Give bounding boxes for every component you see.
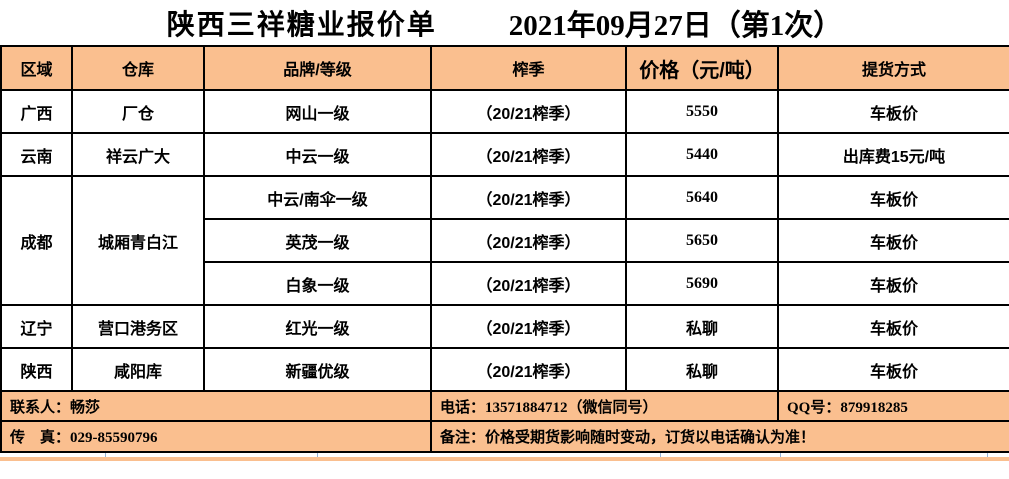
sheet-title: 陕西三祥糖业报价单: [166, 8, 437, 40]
contact-phone: 电话：13571884712（微信同号）: [430, 390, 779, 422]
cell-region: 云南: [0, 132, 73, 177]
cell-brand: 英茂一级: [203, 218, 432, 263]
footer-fax-row: 传 真：029-85590796 备注：价格受期货影响随时变动，订货以电话确认为…: [0, 420, 1009, 453]
grid-tick: [660, 453, 661, 457]
grid-tick: [105, 453, 106, 457]
cell-warehouse: 营口港务区: [71, 304, 205, 349]
cell-price: 私聊: [625, 347, 779, 392]
table-row: 成都 城厢青白江 中云/南伞一级 （20/21榨季） 5640 车板价: [0, 175, 1009, 306]
footer-contact-row: 联系人：畅莎 电话：13571884712（微信同号） QQ号：87991828…: [0, 390, 1009, 422]
cell-delivery: 车板价: [777, 89, 1009, 134]
header-brand: 品牌/等级: [203, 45, 432, 91]
grid-tick: [780, 453, 781, 457]
table-row: 辽宁 营口港务区 红光一级 （20/21榨季） 私聊 车板价: [0, 304, 1009, 349]
table-row: 陕西 咸阳库 新疆优级 （20/21榨季） 私聊 车板价: [0, 347, 1009, 392]
grid-tick: [317, 453, 318, 457]
cell-region-merged: 成都: [0, 175, 73, 306]
cell-brand: 中云一级: [203, 132, 432, 177]
header-warehouse: 仓库: [71, 45, 205, 91]
cell-brand: 红光一级: [203, 304, 432, 349]
price-note: 备注：价格受期货影响随时变动，订货以电话确认为准！: [430, 420, 1009, 453]
cell-region: 广西: [0, 89, 73, 134]
cell-warehouse: 厂仓: [71, 89, 205, 134]
sheet-date: 2021年09月27日（第1次）: [508, 9, 843, 42]
table-row: 白象一级 （20/21榨季） 5690 车板价: [1, 261, 1009, 306]
cell-brand: 新疆优级: [203, 347, 432, 392]
cell-warehouse: 祥云广大: [71, 132, 205, 177]
cell-delivery: 车板价: [777, 304, 1009, 349]
cell-price: 5640: [625, 175, 779, 220]
cell-brand: 网山一级: [203, 89, 432, 134]
cell-brand: 白象一级: [203, 261, 432, 306]
cell-season: （20/21榨季）: [430, 347, 627, 392]
cell-price: 私聊: [625, 304, 779, 349]
cell-price: 5650: [625, 218, 779, 263]
next-row-cutoff-strip: [0, 457, 1009, 461]
header-delivery: 提货方式: [777, 45, 1009, 91]
contact-fax: 传 真：029-85590796: [0, 420, 432, 453]
sheet-gridline-gap: [0, 453, 1009, 457]
cell-region: 陕西: [0, 347, 73, 392]
header-price: 价格（元/吨）: [625, 45, 779, 91]
cell-delivery: 出库费15元/吨: [777, 132, 1009, 177]
cell-season: （20/21榨季）: [430, 218, 627, 263]
cell-brand: 中云/南伞一级: [203, 175, 432, 220]
title-row: 陕西三祥糖业报价单 2021年09月27日（第1次）: [0, 0, 1009, 45]
header-row: 区域 仓库 品牌/等级 榨季 价格（元/吨） 提货方式: [0, 45, 1009, 91]
cell-delivery: 车板价: [777, 218, 1009, 263]
header-season: 榨季: [430, 45, 627, 91]
cell-delivery: 车板价: [777, 261, 1009, 306]
table-row: 云南 祥云广大 中云一级 （20/21榨季） 5440 出库费15元/吨: [0, 132, 1009, 177]
cell-season: （20/21榨季）: [430, 89, 627, 134]
quotation-table: 区域 仓库 品牌/等级 榨季 价格（元/吨） 提货方式 广西 厂仓 网山一级 （…: [0, 45, 1009, 453]
cell-season: （20/21榨季）: [430, 304, 627, 349]
cell-price: 5440: [625, 132, 779, 177]
cell-season: （20/21榨季）: [430, 132, 627, 177]
cell-price: 5690: [625, 261, 779, 306]
cell-price: 5550: [625, 89, 779, 134]
cell-season: （20/21榨季）: [430, 261, 627, 306]
cell-warehouse-merged: 城厢青白江: [71, 175, 205, 306]
header-region: 区域: [0, 45, 73, 91]
cell-season: （20/21榨季）: [430, 175, 627, 220]
cell-delivery: 车板价: [777, 347, 1009, 392]
cell-delivery: 车板价: [777, 175, 1009, 220]
contact-qq: QQ号：879918285: [777, 390, 1009, 422]
cell-warehouse: 咸阳库: [71, 347, 205, 392]
contact-person: 联系人：畅莎: [0, 390, 432, 422]
grid-tick: [987, 453, 988, 457]
cell-region: 辽宁: [0, 304, 73, 349]
table-row: 广西 厂仓 网山一级 （20/21榨季） 5550 车板价: [0, 89, 1009, 134]
table-row: 英茂一级 （20/21榨季） 5650 车板价: [1, 218, 1009, 263]
